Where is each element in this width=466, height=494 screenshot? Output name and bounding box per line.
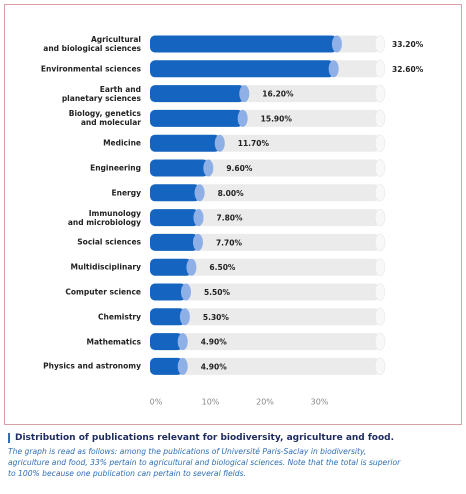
bar-track-cap xyxy=(374,308,386,326)
bar xyxy=(150,258,192,276)
value-label: 16.20% xyxy=(262,90,294,99)
bar-track xyxy=(150,258,380,276)
value-label: 6.50% xyxy=(209,263,236,272)
caption: The graph is read as follows: among the … xyxy=(8,446,460,479)
bar xyxy=(150,333,183,351)
category-label: Environmental sciences xyxy=(40,64,141,74)
bar-cap xyxy=(186,258,197,276)
bar xyxy=(150,134,220,152)
bar-cap xyxy=(192,233,203,251)
value-label: 5.50% xyxy=(204,288,231,297)
category-label: Social sciences xyxy=(77,237,141,247)
bar-track-cap xyxy=(374,134,386,152)
bar-cap xyxy=(203,159,214,177)
bar-cap xyxy=(177,333,188,351)
value-label: 9.60% xyxy=(226,164,253,173)
category-label: Physics and astronomy xyxy=(43,361,141,371)
value-label: 5.30% xyxy=(203,313,230,322)
bar-track xyxy=(150,184,380,202)
bar-cap xyxy=(180,283,191,301)
bar-cap xyxy=(194,184,205,202)
category-label: Computer science xyxy=(65,287,141,297)
frame xyxy=(4,4,462,425)
category-label: Agricultural and biological sciences xyxy=(43,35,141,53)
caption-line: to 100% because one publication can pert… xyxy=(8,469,246,478)
x-tick-label: 20% xyxy=(256,398,274,407)
category-label: Earth and planetary sciences xyxy=(61,84,141,103)
category-label: Engineering xyxy=(90,163,141,173)
category-label: Chemistry xyxy=(98,312,141,322)
bar-track xyxy=(150,333,380,351)
value-label: 32.60% xyxy=(392,65,424,74)
bar-track-cap xyxy=(374,357,386,376)
bar-track-cap xyxy=(374,159,386,177)
bar xyxy=(150,357,183,375)
bar-track xyxy=(150,283,380,301)
value-label: 4.90% xyxy=(201,338,228,347)
caption-line: agriculture and food, 33% pertain to agr… xyxy=(8,458,401,467)
bar-cap xyxy=(177,357,188,375)
value-label: 7.70% xyxy=(216,238,243,247)
bar-track-cap xyxy=(374,258,386,276)
category-label: Medicine xyxy=(103,138,141,148)
category-label: Biology, genetics and molecular xyxy=(68,109,141,128)
value-label: 15.90% xyxy=(261,114,293,123)
bar-track xyxy=(150,357,380,375)
bar xyxy=(150,233,198,251)
bar-track-cap xyxy=(374,184,386,202)
bar xyxy=(150,308,185,326)
bar xyxy=(150,109,243,127)
bar-cap xyxy=(179,308,190,326)
bar xyxy=(150,184,200,202)
category-label: Energy xyxy=(111,188,141,198)
bar-track xyxy=(150,209,380,227)
category-label: Immunology and microbiology xyxy=(67,208,141,227)
caption-title: Distribution of publications relevant fo… xyxy=(8,433,466,443)
bar-track xyxy=(150,308,380,326)
value-label: 7.80% xyxy=(217,214,244,223)
bar-track-cap xyxy=(374,35,386,53)
bar-cap xyxy=(331,35,342,53)
bar-track-cap xyxy=(374,332,386,351)
bar-cap xyxy=(237,109,248,127)
bar-track-cap xyxy=(374,208,386,227)
bar xyxy=(150,209,199,227)
bar-track-cap xyxy=(374,109,386,128)
bar xyxy=(150,283,186,301)
value-label: 11.70% xyxy=(238,139,270,148)
category-label: Mathematics xyxy=(86,337,141,347)
x-tick-label: 0% xyxy=(150,398,163,407)
x-tick-label: 30% xyxy=(311,398,329,407)
bar-cap xyxy=(239,85,250,103)
caption-line: The graph is read as follows: among the … xyxy=(8,447,367,456)
value-label: 4.90% xyxy=(201,362,228,371)
bar-track-cap xyxy=(374,60,386,78)
bar-track-cap xyxy=(374,84,386,103)
bar-cap xyxy=(328,60,339,78)
value-label: 8.00% xyxy=(218,189,245,198)
bar-track-cap xyxy=(374,233,386,252)
bar-cap xyxy=(214,134,225,152)
x-tick-label: 10% xyxy=(202,398,220,407)
bar xyxy=(150,159,209,177)
bar-cap xyxy=(193,209,204,227)
bar xyxy=(150,85,245,103)
bar xyxy=(150,60,334,78)
bar-track-cap xyxy=(374,283,386,301)
category-label: Multidisciplinary xyxy=(70,262,141,272)
bar xyxy=(150,35,337,53)
bar-track xyxy=(150,233,380,251)
value-label: 33.20% xyxy=(392,40,424,49)
